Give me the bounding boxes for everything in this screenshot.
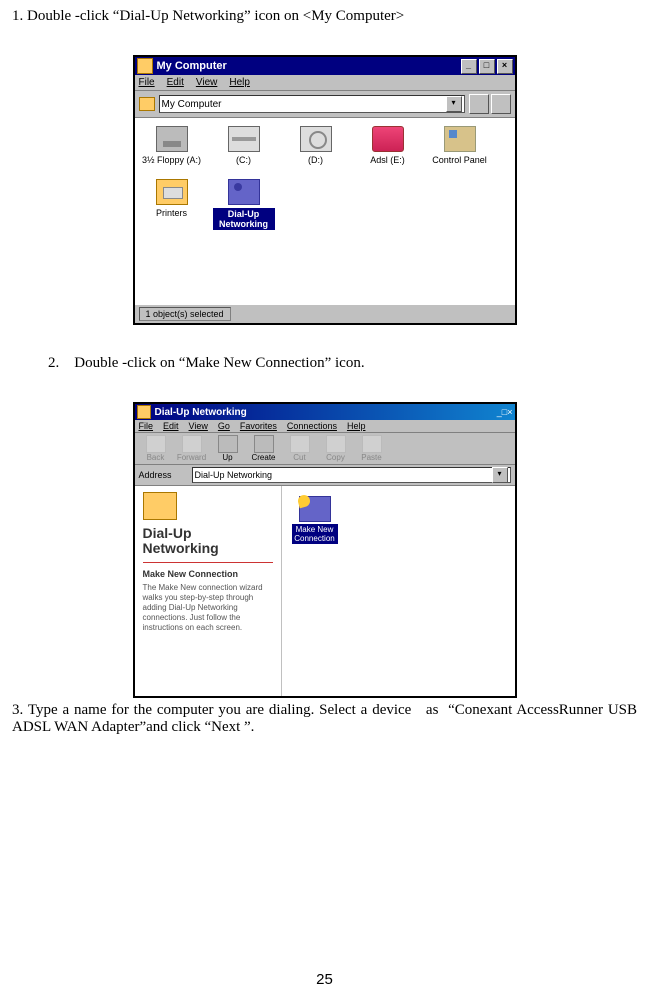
step-2-number: 2. [48,355,59,371]
icon-area: 3½ Floppy (A:) (C:) (D:) Adsl (E:) Contr… [135,118,515,304]
maximize-button[interactable]: □ [479,59,495,74]
dial-up-networking-icon[interactable]: Dial-Up Networking [213,179,275,230]
drive-c-icon[interactable]: (C:) [213,126,275,165]
dial-up-networking-window: Dial-Up Networking _ □ × File Edit View … [133,402,517,698]
create-icon [254,435,274,453]
close-button[interactable]: × [507,407,512,417]
menu-connections[interactable]: Connections [287,421,337,431]
copy-button[interactable]: Copy [319,435,353,462]
menu-view[interactable]: View [189,421,208,431]
minimize-button[interactable]: _ [461,59,477,74]
adsl-drive-icon[interactable]: Adsl (E:) [357,126,419,165]
step-3-text: 3. Type a name for the computer you are … [12,702,637,736]
forward-icon [182,435,202,453]
menu-help[interactable]: Help [229,77,250,88]
toolbar-buttons [469,94,511,114]
menu-edit[interactable]: Edit [167,77,184,88]
location-combo[interactable]: My Computer ▾ [159,95,465,113]
floppy-icon [156,126,188,152]
icon-label: (D:) [285,155,347,165]
copy-icon [326,435,346,453]
icon-label: Adsl (E:) [357,155,419,165]
menu-edit[interactable]: Edit [163,421,179,431]
window-title: Dial-Up Networking [155,407,497,418]
menu-go[interactable]: Go [218,421,230,431]
address-bar: Address Dial-Up Networking ▾ [135,465,515,486]
back-button[interactable]: Back [139,435,173,462]
pane-body-text: The Make New connection wizard walks you… [143,583,273,633]
close-button[interactable]: × [497,59,513,74]
connection-icon [299,496,331,522]
system-icon [137,58,153,74]
my-computer-window: My Computer _ □ × File Edit View Help My… [133,55,517,325]
window-title: My Computer [157,60,459,72]
up-button[interactable]: Up [211,435,245,462]
back-icon [146,435,166,453]
adsl-icon [372,126,404,152]
icon-pane: Make New Connection [282,486,515,696]
titlebar[interactable]: My Computer _ □ × [135,57,515,75]
system-icon [137,405,151,419]
icon-label-selected: Dial-Up Networking [213,208,275,230]
step-1-text: 1. Double -click “Dial-Up Networking” ic… [12,8,637,25]
printer-icon [156,179,188,205]
menubar: File Edit View Help [135,75,515,91]
dun-icon [228,179,260,205]
address-label: Address [139,470,172,480]
address-combo[interactable]: Dial-Up Networking ▾ [192,467,511,483]
chevron-down-icon[interactable]: ▾ [446,96,462,112]
folder-large-icon [143,492,177,520]
icon-label: Printers [141,208,203,218]
location-combo-value: My Computer [162,99,222,110]
panel-icon [444,126,476,152]
paste-button[interactable]: Paste [355,435,389,462]
icon-label-selected: Make New Connection [292,524,338,544]
make-new-connection-icon[interactable]: Make New Connection [292,496,338,544]
menu-help[interactable]: Help [347,421,366,431]
drive-d-icon[interactable]: (D:) [285,126,347,165]
toolbar: Back Forward Up Create Cut Copy Paste [135,433,515,465]
forward-button[interactable]: Forward [175,435,209,462]
folder-icon [139,97,155,111]
menu-file[interactable]: File [139,421,154,431]
cut-icon [290,435,310,453]
tool-button[interactable] [491,94,511,114]
chevron-down-icon[interactable]: ▾ [492,467,508,483]
menu-file[interactable]: File [139,77,155,88]
paste-icon [362,435,382,453]
icon-label: 3½ Floppy (A:) [141,155,203,165]
step-2-body: Double -click on “Make New Connection” i… [74,355,364,371]
create-button[interactable]: Create [247,435,281,462]
control-panel-icon[interactable]: Control Panel [429,126,491,165]
status-text: 1 object(s) selected [139,307,231,321]
info-pane: Dial-Up Networking Make New Connection T… [135,486,282,696]
menubar: File Edit View Go Favorites Connections … [135,420,515,433]
address-value: Dial-Up Networking [195,470,273,480]
pane-heading: Dial-Up Networking [143,526,273,556]
folder-icon [176,470,188,480]
address-row: My Computer ▾ [135,91,515,118]
icon-label: Control Panel [429,155,491,165]
cd-drive-icon [300,126,332,152]
pane-subheading: Make New Connection [143,569,273,579]
menu-favorites[interactable]: Favorites [240,421,277,431]
page-number: 25 [0,971,649,988]
drive-icon [228,126,260,152]
cut-button[interactable]: Cut [283,435,317,462]
content-split: Dial-Up Networking Make New Connection T… [135,486,515,696]
menu-view[interactable]: View [196,77,218,88]
titlebar[interactable]: Dial-Up Networking _ □ × [135,404,515,420]
step-2-text: 2. Double -click on “Make New Connection… [48,355,637,372]
icon-label: (C:) [213,155,275,165]
printers-icon[interactable]: Printers [141,179,203,230]
up-icon [218,435,238,453]
status-bar: 1 object(s) selected [135,304,515,323]
tool-button[interactable] [469,94,489,114]
floppy-drive-icon[interactable]: 3½ Floppy (A:) [141,126,203,165]
